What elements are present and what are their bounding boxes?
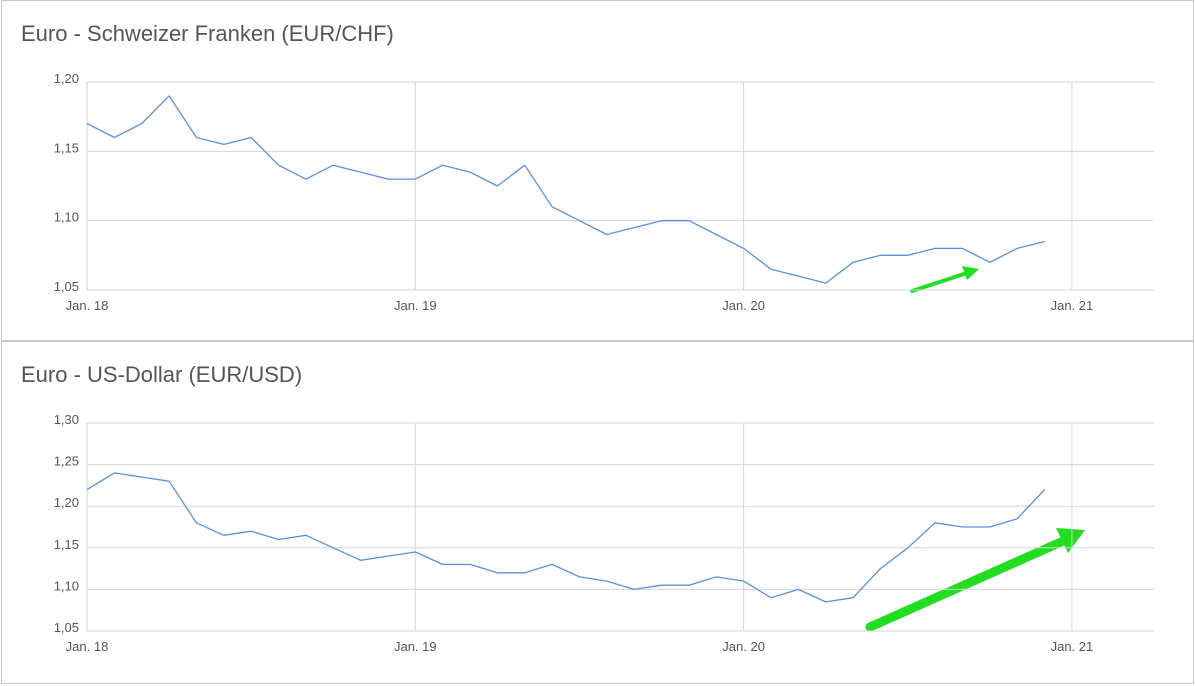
y-tick-label: 1,10 xyxy=(54,578,79,593)
y-tick-label: 1,20 xyxy=(54,495,79,510)
trend-arrow xyxy=(910,266,979,293)
x-tick-label: Jan. 18 xyxy=(66,298,109,313)
chart-title: Euro - Schweizer Franken (EUR/CHF) xyxy=(21,21,394,46)
chart-panel: Euro - Schweizer Franken (EUR/CHF) 1,05 1… xyxy=(1,0,1194,341)
y-tick-label: 1,15 xyxy=(54,140,79,155)
x-tick-label: Jan. 21 xyxy=(1051,639,1094,654)
y-tick-label: 1,05 xyxy=(54,620,79,635)
y-tick-label: 1,20 xyxy=(54,71,79,86)
y-tick-label: 1,30 xyxy=(54,412,79,427)
chart-title: Euro - US-Dollar (EUR/USD) xyxy=(21,362,302,387)
y-tick-label: 1,25 xyxy=(54,454,79,469)
x-tick-label: Jan. 19 xyxy=(394,639,437,654)
x-tick-label: Jan. 21 xyxy=(1051,298,1094,313)
y-tick-label: 1,10 xyxy=(54,210,79,225)
x-tick-label: Jan. 18 xyxy=(66,639,109,654)
data-line xyxy=(86,95,1045,284)
x-tick-label: Jan. 19 xyxy=(394,298,437,313)
x-tick-label: Jan. 20 xyxy=(722,298,765,313)
x-tick-label: Jan. 20 xyxy=(722,639,765,654)
y-tick-label: 1,05 xyxy=(54,279,79,294)
data-line xyxy=(86,472,1046,603)
chart-panel: Euro - US-Dollar (EUR/USD) 1,05 1,10 1,15 1… xyxy=(1,341,1194,684)
y-tick-label: 1,15 xyxy=(54,537,79,552)
trend-arrow xyxy=(865,528,1085,632)
